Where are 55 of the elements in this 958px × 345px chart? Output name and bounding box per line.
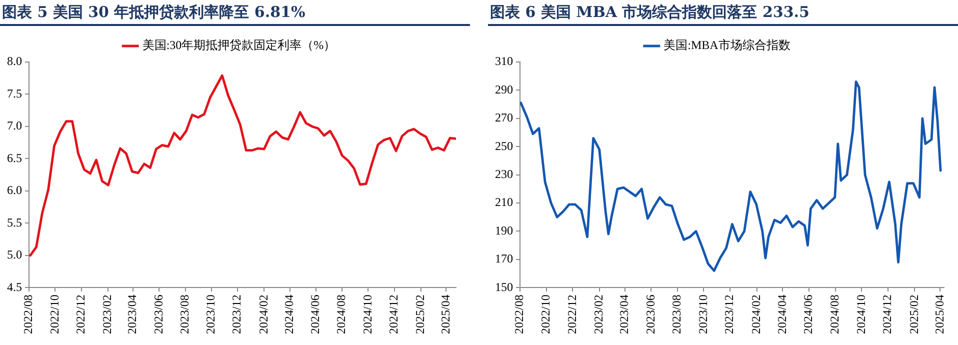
x-tick-label: 2024/12 [880, 294, 894, 334]
y-tick-label: 170 [495, 252, 513, 266]
x-tick-label: 2023/02 [100, 294, 114, 334]
y-tick-label: 4.5 [7, 280, 22, 294]
x-tick-label: 2024/10 [854, 294, 868, 334]
y-tick-label: 150 [495, 280, 513, 294]
x-tick-label: 2022/10 [538, 294, 552, 334]
x-tick-label: 2024/04 [774, 294, 789, 334]
legend-label: 美国:MBA市场综合指数 [664, 38, 790, 52]
x-tick-label: 2023/10 [204, 294, 218, 334]
chart-title: 图表 6 美国 MBA 市场综合指数回落至 233.5 [488, 0, 958, 26]
y-tick-label: 7.5 [7, 86, 22, 100]
x-tick-label: 2023/10 [696, 294, 710, 334]
x-tick-label: 2023/08 [670, 294, 684, 334]
x-tick-label: 2024/02 [748, 294, 763, 334]
x-tick-label: 2023/12 [230, 294, 244, 334]
x-tick-label: 2022/08 [21, 294, 36, 334]
x-tick-label: 2023/06 [151, 294, 166, 334]
x-tick-label: 2022/12 [73, 294, 88, 334]
y-tick-label: 5.5 [7, 215, 22, 230]
y-tick-label: 230 [495, 166, 513, 181]
y-tick-label: 210 [495, 195, 513, 210]
x-tick-label: 2024/04 [282, 294, 296, 334]
x-tick-label: 2022/10 [47, 294, 62, 334]
x-tick-label: 2023/04 [125, 294, 140, 334]
x-tick-label: 2024/10 [360, 294, 374, 334]
y-tick-label: 190 [495, 223, 513, 238]
legend-label: 美国:30年期抵押贷款固定利率（%） [142, 38, 336, 52]
x-tick-label: 2025/02 [906, 294, 921, 334]
x-tick-label: 2024/06 [801, 294, 816, 334]
y-tick-label: 6.5 [7, 150, 22, 165]
x-tick-label: 2024/02 [256, 294, 270, 334]
y-tick-label: 6.0 [7, 183, 22, 198]
y-tick-label: 7.0 [7, 118, 22, 133]
x-tick-label: 2022/08 [512, 294, 526, 334]
y-tick-label: 8.0 [7, 54, 22, 68]
x-tick-label: 2025/02 [413, 294, 428, 334]
x-tick-label: 2022/12 [564, 294, 579, 334]
y-tick-label: 270 [495, 110, 513, 125]
y-tick-label: 5.0 [7, 248, 22, 262]
x-tick-label: 2023/02 [592, 294, 606, 334]
x-tick-label: 2023/06 [643, 294, 658, 334]
chart-title: 图表 5 美国 30 年抵押贷款利率降至 6.81% [0, 0, 470, 26]
x-tick-label: 2023/08 [177, 294, 192, 334]
x-tick-label: 2024/08 [827, 294, 842, 334]
y-tick-label: 310 [495, 54, 513, 68]
y-tick-label: 250 [495, 138, 513, 153]
x-tick-label: 2025/04 [438, 294, 452, 334]
x-tick-label: 2024/12 [386, 294, 400, 334]
y-tick-label: 290 [495, 82, 513, 96]
x-tick-label: 2024/06 [308, 294, 322, 334]
x-tick-label: 2024/08 [334, 294, 348, 334]
x-tick-label: 2023/04 [616, 294, 631, 334]
x-tick-label: 2023/12 [722, 294, 736, 334]
x-tick-label: 2025/04 [932, 294, 946, 334]
